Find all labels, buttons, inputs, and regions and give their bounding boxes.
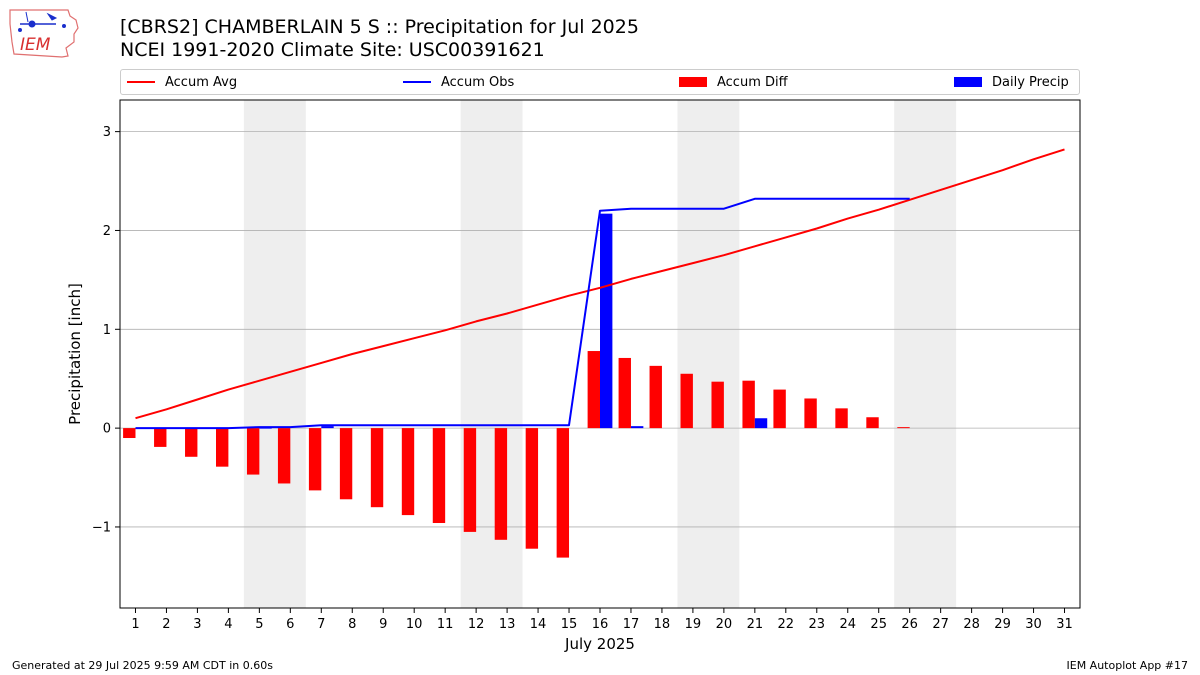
legend-swatch-daily-precip: [954, 77, 982, 87]
xtick-label-27: 27: [932, 617, 949, 632]
xtick-label-7: 7: [317, 617, 325, 632]
ytick-label-1: 0: [103, 422, 111, 437]
accum-diff-bar: [649, 365, 662, 429]
accum-diff-bar: [308, 428, 322, 491]
accum-diff-bar: [835, 408, 848, 429]
ytick-label-2: 1: [103, 323, 111, 338]
legend-swatch-accum-diff: [679, 77, 707, 87]
xtick-label-17: 17: [623, 617, 640, 632]
xtick-label-2: 2: [162, 617, 170, 632]
accum-diff-bar: [216, 428, 229, 467]
legend-item-accum-avg: Accum Avg: [127, 70, 237, 94]
ytick-label-3: 2: [103, 224, 111, 239]
xtick-label-20: 20: [716, 617, 733, 632]
accum-diff-bar: [587, 351, 600, 429]
accum-diff-bar: [618, 357, 631, 429]
accum-diff-bar: [246, 428, 260, 475]
accum-diff-bar: [494, 428, 508, 540]
legend-label-daily-precip: Daily Precip: [992, 74, 1069, 90]
chart-legend: Accum Avg Accum Obs Accum Diff Daily Pre…: [120, 69, 1080, 95]
daily-precip-bar: [630, 426, 644, 429]
legend-label-accum-obs: Accum Obs: [441, 74, 515, 90]
daily-precip-bar: [754, 418, 768, 429]
xtick-label-21: 21: [747, 617, 764, 632]
xtick-label-29: 29: [994, 617, 1011, 632]
weekend-shade-2: [677, 100, 740, 608]
accum-diff-bar: [123, 428, 136, 439]
legend-item-daily-precip: Daily Precip: [954, 70, 1069, 94]
xtick-label-18: 18: [654, 617, 671, 632]
accum-diff-bar: [866, 417, 879, 429]
footer-generated: Generated at 29 Jul 2025 9:59 AM CDT in …: [12, 659, 273, 672]
accum-diff-bar: [432, 428, 446, 524]
xtick-label-15: 15: [561, 617, 578, 632]
legend-label-accum-diff: Accum Diff: [717, 74, 788, 90]
xtick-label-11: 11: [437, 617, 454, 632]
iem-logo: IEM: [9, 9, 79, 58]
accum-diff-bar: [463, 428, 477, 532]
accum-diff-bar: [401, 428, 415, 516]
weather-instrument-icon: [18, 11, 66, 32]
legend-swatch-accum-avg: [127, 81, 155, 83]
x-axis-label: July 2025: [564, 635, 635, 653]
xtick-label-14: 14: [530, 617, 547, 632]
legend-swatch-accum-obs: [403, 81, 431, 83]
weekend-shade-0: [243, 100, 306, 608]
accum-diff-bar: [680, 373, 693, 429]
footer-app: IEM Autoplot App #17: [1066, 659, 1189, 672]
accum-diff-bar: [154, 428, 167, 447]
accum-diff-bar: [804, 398, 817, 429]
accum-diff-bar: [897, 427, 910, 429]
ytick-label-4: 3: [103, 125, 111, 140]
accum-diff-bar: [742, 380, 755, 429]
xtick-label-30: 30: [1025, 617, 1042, 632]
accum-diff-bar: [370, 428, 384, 508]
accum-diff-bar: [525, 428, 539, 549]
legend-label-accum-avg: Accum Avg: [165, 74, 238, 90]
xtick-label-12: 12: [468, 617, 485, 632]
daily-precip-bar: [600, 213, 613, 429]
xtick-label-19: 19: [685, 617, 702, 632]
xtick-label-1: 1: [131, 617, 139, 632]
legend-item-accum-obs: Accum Obs: [403, 70, 514, 94]
xtick-label-6: 6: [286, 617, 294, 632]
xtick-label-26: 26: [901, 617, 918, 632]
y-axis-label: Precipitation [inch]: [66, 283, 84, 425]
logo-text: IEM: [20, 35, 51, 55]
accum-diff-bar: [556, 428, 570, 558]
xtick-label-24: 24: [839, 617, 856, 632]
xtick-label-4: 4: [224, 617, 232, 632]
accum-obs-line: [135, 197, 910, 430]
xtick-label-16: 16: [592, 617, 609, 632]
accum-diff-bar: [773, 389, 786, 429]
xtick-label-31: 31: [1056, 617, 1073, 632]
legend-item-accum-diff: Accum Diff: [679, 70, 788, 94]
ytick-label-0: −1: [92, 520, 111, 535]
accum-diff-bar: [277, 428, 291, 484]
xtick-label-22: 22: [778, 617, 795, 632]
xtick-label-9: 9: [379, 617, 387, 632]
chart-subtitle: NCEI 1991-2020 Climate Site: USC00391621: [120, 39, 545, 61]
chart-title: [CBRS2] CHAMBERLAIN 5 S :: Precipitation…: [120, 16, 639, 38]
xtick-label-25: 25: [870, 617, 887, 632]
daily-precip-bar: [321, 426, 334, 429]
xtick-label-8: 8: [348, 617, 356, 632]
xtick-label-3: 3: [193, 617, 201, 632]
xtick-label-10: 10: [406, 617, 423, 632]
weekend-shade-3: [894, 100, 957, 608]
accum-diff-bar: [711, 381, 724, 429]
xtick-label-23: 23: [809, 617, 826, 632]
xtick-label-5: 5: [255, 617, 263, 632]
iowa-outline: [9, 9, 79, 58]
accum-diff-bar: [339, 428, 353, 500]
xtick-label-13: 13: [499, 617, 516, 632]
xtick-label-28: 28: [963, 617, 980, 632]
accum-diff-bar: [185, 428, 198, 457]
